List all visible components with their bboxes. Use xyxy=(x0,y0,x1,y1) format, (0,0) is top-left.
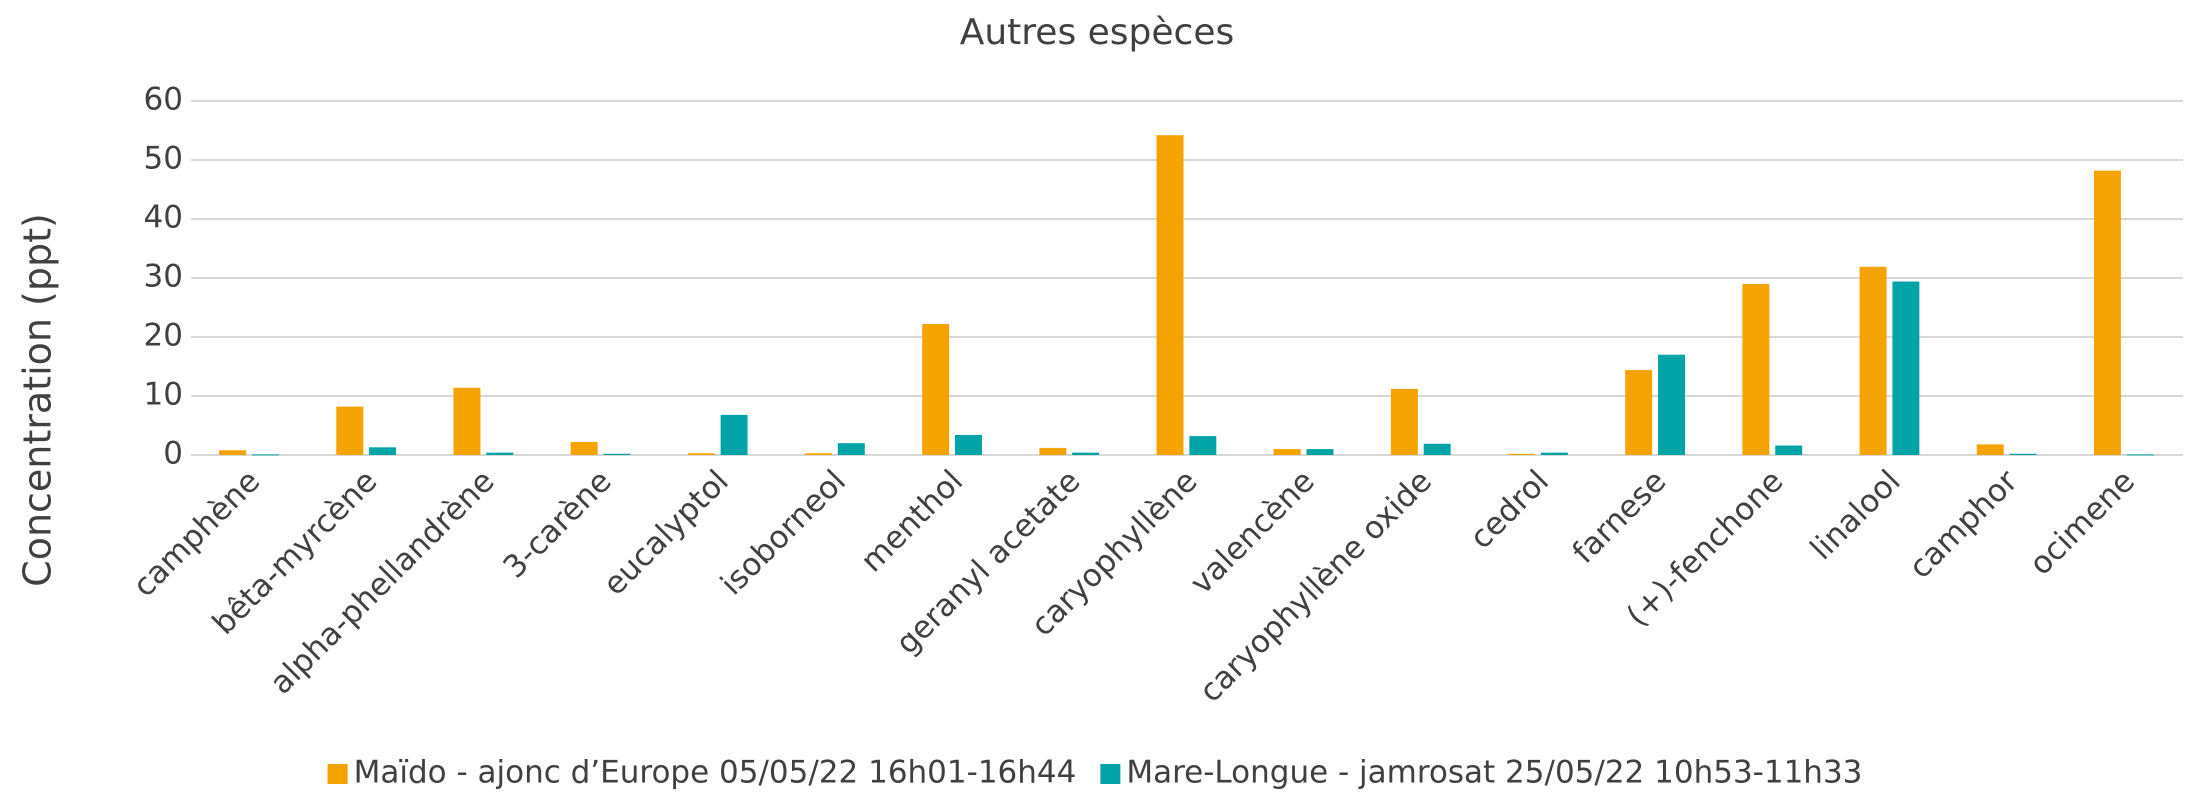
x-tick-label: menthol xyxy=(854,463,970,579)
x-tick-label: ocimene xyxy=(2023,463,2142,582)
x-tick-label: eucalyptol xyxy=(596,463,735,602)
y-tick-label: 50 xyxy=(144,141,183,177)
bar xyxy=(1540,452,1568,455)
bar xyxy=(1423,443,1451,455)
bar xyxy=(2093,170,2121,455)
bar xyxy=(1976,444,2004,455)
y-tick-label: 40 xyxy=(144,200,183,236)
bar xyxy=(453,387,481,455)
bar xyxy=(219,450,247,455)
x-tick-label: cedrol xyxy=(1463,463,1556,556)
x-tick-label: linalool xyxy=(1804,463,1908,567)
bar xyxy=(1039,447,1067,455)
bar xyxy=(603,453,631,455)
bar xyxy=(837,443,865,455)
bar xyxy=(1390,388,1418,455)
legend-label: Maïdo - ajonc d’Europe 05/05/22 16h01-16… xyxy=(354,755,1077,791)
x-tick-label: alpha-phellandrène xyxy=(263,463,501,701)
legend-swatch xyxy=(1100,764,1121,784)
bar xyxy=(720,414,748,455)
bar xyxy=(687,453,715,455)
y-tick-label: 60 xyxy=(144,82,183,118)
bar xyxy=(1156,135,1184,455)
x-tick-label: camphor xyxy=(1902,463,2025,586)
legend-swatch xyxy=(327,764,348,784)
bar xyxy=(336,406,364,455)
y-axis-label: Concentration (ppt) xyxy=(16,213,60,587)
y-tick-label: 30 xyxy=(144,259,183,295)
bar xyxy=(2126,454,2154,456)
bar xyxy=(1072,452,1100,455)
bar xyxy=(1508,453,1536,455)
bar xyxy=(954,434,982,455)
bar xyxy=(1273,449,1301,455)
bar xyxy=(922,324,950,455)
x-tick-label: caryophyllène oxide xyxy=(1193,463,1439,709)
bar xyxy=(1625,370,1653,455)
bar xyxy=(369,447,397,455)
x-tick-label: 3-carène xyxy=(496,463,618,585)
bar xyxy=(486,452,514,455)
bar xyxy=(1306,449,1334,455)
x-tick-label: isoborneol xyxy=(714,463,853,602)
bar xyxy=(1658,354,1685,455)
y-tick-label: 10 xyxy=(144,377,183,413)
bar xyxy=(1742,283,1770,455)
x-tick-label: farnese xyxy=(1566,463,1674,571)
chart-title: Autres espèces xyxy=(960,12,1235,53)
legend-label: Mare-Longue - jamrosat 25/05/22 10h53-11… xyxy=(1126,755,1862,791)
bar xyxy=(1892,281,1920,455)
bar xyxy=(805,453,832,455)
y-tick-label: 20 xyxy=(144,318,183,354)
bar xyxy=(1859,266,1887,455)
bar xyxy=(1189,436,1217,455)
bar xyxy=(251,454,279,456)
bar xyxy=(2009,453,2037,455)
bar xyxy=(1775,445,1803,455)
bar xyxy=(570,442,598,455)
y-tick-label: 0 xyxy=(163,436,183,472)
